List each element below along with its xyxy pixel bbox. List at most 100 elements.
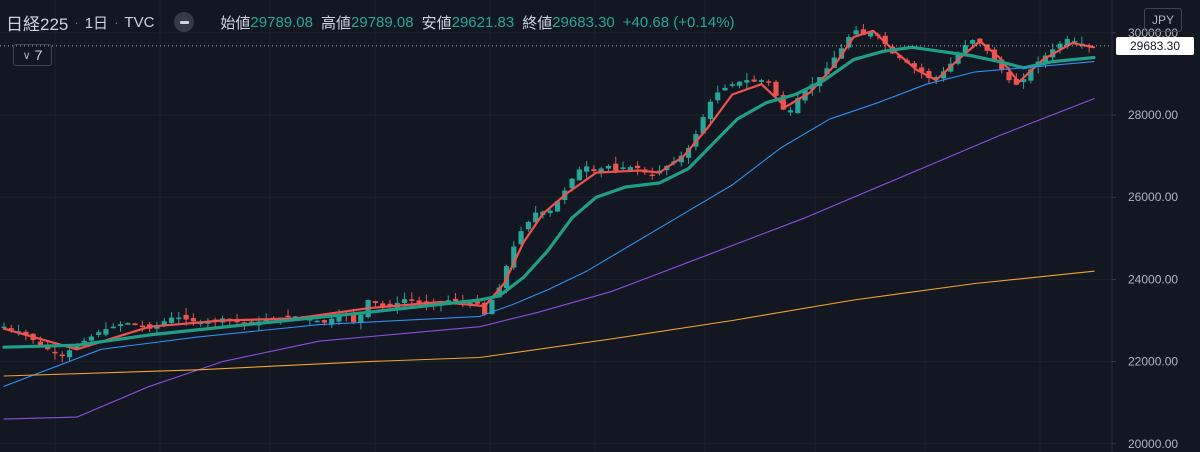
- candle-body: [787, 110, 794, 113]
- ma-line-ma_purple: [3, 98, 1095, 420]
- candle-body: [372, 301, 379, 304]
- chart-grid: [0, 0, 1112, 452]
- candle-body: [707, 101, 714, 120]
- candle-body: [926, 70, 932, 79]
- candle-body: [161, 321, 167, 326]
- source-label: TVC: [124, 13, 155, 31]
- candle-body: [766, 81, 772, 83]
- collapse-icon[interactable]: [174, 12, 195, 32]
- candle-body: [518, 231, 524, 245]
- candle-body: [285, 315, 291, 318]
- candle-body: [380, 303, 386, 307]
- candle-body: [103, 329, 109, 335]
- y-tick-label: 28000.00: [1128, 108, 1178, 122]
- symbol-name[interactable]: 日経225: [6, 14, 69, 34]
- ma-line-ma_blue: [3, 61, 1095, 387]
- chart-legend-header: 日経225 · 1日 · TVC 始値 29789.08 高値 29789.08 安…: [0, 6, 735, 38]
- candle-body: [649, 174, 655, 177]
- open-label: 始値: [220, 14, 251, 32]
- candle-body: [23, 331, 29, 335]
- candle-body: [96, 332, 102, 335]
- candle-body: [940, 71, 947, 79]
- candle-body: [533, 212, 539, 223]
- candle-body: [445, 300, 451, 302]
- high-label: 高値: [321, 14, 352, 32]
- y-tick-label: 26000.00: [1128, 190, 1178, 204]
- candle-body: [627, 167, 633, 170]
- candle-body: [685, 147, 692, 158]
- candle-body: [81, 340, 87, 343]
- candle-body: [598, 168, 604, 172]
- y-tick-label: 22000.00: [1128, 355, 1178, 369]
- candle-body: [882, 35, 888, 45]
- candle-body: [190, 318, 196, 322]
- candle-body: [511, 246, 517, 268]
- high-value: 29789.08: [351, 13, 414, 31]
- interval-label[interactable]: 1日: [84, 14, 109, 32]
- indicator-count: 7: [34, 47, 43, 63]
- candle-body: [700, 117, 706, 134]
- indicators-toggle-button[interactable]: ∨ 7: [13, 44, 52, 66]
- candle-body: [795, 98, 801, 114]
- candle-body: [911, 63, 917, 68]
- candle-body: [824, 68, 830, 75]
- candle-body: [409, 299, 415, 301]
- candle-body: [591, 169, 597, 172]
- candle-body: [853, 30, 859, 35]
- candle-body: [620, 167, 626, 169]
- candle-body: [416, 300, 422, 304]
- candle-body: [59, 354, 65, 357]
- candle-body: [751, 79, 757, 82]
- candle-body: [860, 29, 866, 35]
- candle-body: [605, 165, 612, 169]
- candle-body: [933, 77, 939, 79]
- candle-body: [292, 316, 298, 318]
- candle-body: [613, 163, 619, 171]
- candle-body: [919, 67, 925, 72]
- candle-body: [1064, 39, 1070, 47]
- candle-body: [831, 57, 837, 68]
- candle-body: [263, 319, 269, 322]
- candle-body: [554, 201, 561, 212]
- candle-body: [635, 165, 641, 169]
- candle-body: [999, 59, 1005, 70]
- candle-body: [489, 299, 495, 315]
- candle-body: [139, 325, 145, 328]
- candle-body: [37, 341, 44, 346]
- candle-body: [744, 80, 750, 83]
- price-axis[interactable]: 30000.00 28000.00 26000.00 24000.00 22000.00…: [1111, 0, 1178, 452]
- candle-body: [962, 45, 968, 53]
- candle-body: [132, 323, 138, 326]
- candle-body: [88, 336, 94, 341]
- candle-body: [183, 314, 189, 320]
- candle-body: [74, 345, 80, 350]
- ma-line-ma_fast: [2, 29, 1096, 351]
- candle-body: [780, 94, 786, 110]
- candle-body: [8, 328, 14, 330]
- candle-body: [329, 318, 335, 325]
- y-tick-label: 20000.00: [1128, 437, 1178, 451]
- ma-line-ma_mid: [2, 45, 1096, 349]
- candle-body: [350, 313, 357, 323]
- currency-button[interactable]: JPY: [1144, 8, 1182, 32]
- candle-body: [314, 320, 320, 323]
- candle-body: [1006, 72, 1012, 81]
- candle-body: [773, 81, 779, 96]
- candle-body: [321, 320, 328, 323]
- candle-body: [758, 80, 765, 82]
- low-value: 29621.83: [451, 13, 515, 31]
- candle-body: [1020, 79, 1027, 83]
- candle-body: [234, 320, 240, 323]
- candle-body: [125, 323, 131, 325]
- candle-body: [52, 351, 58, 354]
- close-value: 29683.30: [552, 13, 615, 31]
- candle-body: [1071, 41, 1078, 43]
- candle-body: [336, 314, 342, 322]
- candle-body: [168, 317, 175, 323]
- moving-averages: [2, 29, 1096, 420]
- candle-body: [868, 31, 874, 37]
- candle-body: [970, 40, 976, 44]
- candle-body: [496, 287, 502, 298]
- change-value: +40.68 (+0.14%): [622, 13, 735, 31]
